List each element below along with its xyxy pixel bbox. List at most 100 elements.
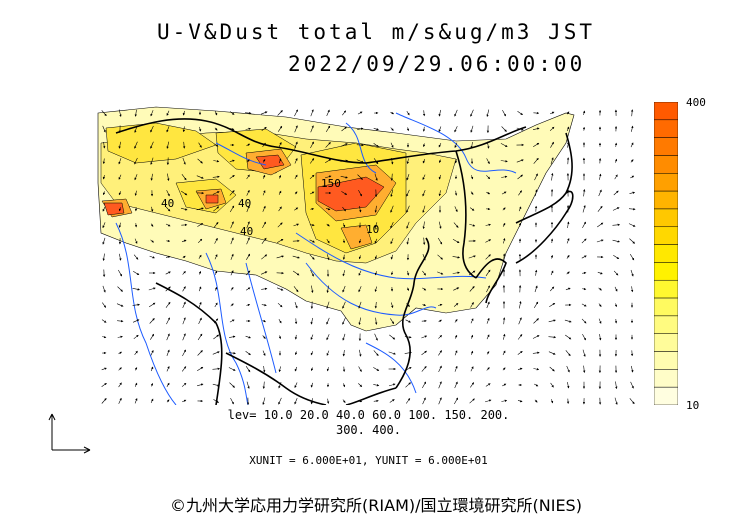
wind-vector [421,365,427,372]
wind-vector [149,318,155,324]
wind-vector [533,367,540,371]
wind-vector [535,189,538,197]
wind-vector [548,319,556,323]
wind-vector [597,222,604,228]
wind-vector [612,223,621,227]
wind-vector [294,109,298,117]
wind-vector [214,286,218,291]
colorbar-step [654,208,678,228]
wind-vector [582,110,586,115]
colorbar-step [654,279,678,299]
wind-vector [166,399,170,403]
wind-vector [134,382,138,387]
wind-vector [502,207,506,211]
wind-vector [182,333,186,341]
wind-vector [340,159,349,162]
wind-vector [117,335,123,339]
wind-vector [359,349,362,357]
wind-vector [630,286,634,293]
wind-vector [213,159,220,163]
wind-vector [534,285,538,293]
wind-vector [470,350,474,355]
wind-vector [197,383,204,387]
wind-vector [326,317,330,325]
contour-label: 40 [161,197,174,210]
wind-vector [118,191,122,196]
wind-vector [262,158,266,163]
wind-vector [438,334,443,339]
wind-vector [486,351,490,355]
wind-vector [166,382,170,387]
wind-vector [277,125,283,132]
wind-vector [326,109,330,117]
wind-vector [373,384,380,387]
wind-vector [566,111,570,115]
wind-vector [246,303,251,307]
wind-vector [261,254,268,260]
wind-vector [213,334,220,340]
wind-vector [470,109,474,117]
wind-vector [485,383,491,387]
wind-vector [628,207,636,211]
wind-vector [614,286,618,292]
wind-vector [406,270,410,276]
wind-vector [486,158,490,165]
wind-vector [390,254,394,260]
wind-vector [134,125,138,133]
wind-vector [630,269,634,277]
wind-vector [326,223,330,227]
wind-vector [118,207,122,212]
wind-vector [182,255,186,259]
wind-vector [406,127,410,132]
wind-vector [310,207,315,211]
wind-vector [294,141,298,149]
wind-vector [180,207,188,211]
wind-vector [214,110,218,116]
wind-vector [213,143,219,147]
wind-vector [310,334,314,340]
wind-vector [581,238,587,244]
wind-vector [567,221,570,229]
wind-vector [118,222,122,228]
wind-vector [310,269,314,277]
colorbar-step [654,244,678,263]
wind-vector [581,255,587,259]
wind-vector [228,367,236,371]
wind-vector [486,317,490,324]
wind-vector [487,141,490,149]
wind-vector [150,173,153,181]
wind-vector [550,254,554,259]
wind-vector [422,381,426,389]
colorbar-step [654,315,678,334]
wind-vector [405,319,411,323]
wind-vector [485,254,491,260]
wind-vector [277,222,283,228]
wind-vector [150,223,154,227]
wind-vector [614,397,618,405]
wind-vector [470,301,474,308]
wind-vector [102,253,105,261]
wind-vector-field [101,109,636,405]
wind-vector [182,301,186,309]
wind-vector [519,301,522,309]
wind-vector [198,126,202,132]
wind-vector [310,141,314,149]
wind-vector [358,189,362,197]
wind-vector [341,126,347,132]
wind-vector [549,111,555,115]
wind-vector [406,205,410,213]
wind-vector [453,287,460,291]
wind-vector [454,319,458,323]
wind-vector [165,286,171,292]
wind-vector [102,335,107,339]
wind-vector [518,190,522,196]
wind-vector [229,190,235,196]
wind-vector [134,174,138,181]
wind-vector [134,109,137,117]
wind-vector [454,365,458,372]
wind-vector [390,173,394,181]
wind-vector [229,205,235,213]
colorbar-step [654,155,678,174]
wind-vector [422,110,426,117]
wind-vector [358,317,361,325]
